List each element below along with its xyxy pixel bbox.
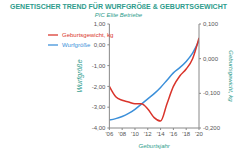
svg-text:'10: '10 [131,131,139,137]
svg-text:'16: '16 [169,131,177,137]
svg-text:-0,100: -0,100 [203,90,221,96]
svg-text:'06: '06 [105,131,113,137]
svg-text:'08: '08 [118,131,126,137]
html-text:PIC Elite Betriebe: PIC Elite Betriebe [94,12,143,18]
svg-text:Geburtsgewicht, kg: Geburtsgewicht, kg [228,50,229,102]
svg-text:'20: '20 [195,131,203,137]
svg-text:'18: '18 [182,131,190,137]
html-text:Geburtsgewicht, kg: Geburtsgewicht, kg [62,31,114,38]
svg-text:0,00: 0,00 [94,42,106,48]
svg-text:'12: '12 [144,131,152,137]
svg-text:-1,00: -1,00 [92,63,106,69]
svg-text:'14: '14 [157,131,165,137]
svg-text:Wurfgröße: Wurfgröße [76,59,84,92]
svg-text:0,100: 0,100 [203,21,219,27]
html-text:Wurfgröße: Wurfgröße [62,41,91,48]
svg-text:0,000: 0,000 [203,56,219,62]
svg-text:-2,00: -2,00 [92,84,106,90]
svg-text:Geburtsjahr: Geburtsjahr [139,143,171,149]
svg-text:-3,00: -3,00 [92,104,106,110]
svg-text:1,00: 1,00 [94,21,106,27]
svg-text:-4,00: -4,00 [92,125,106,131]
html-text:GENETISCHER TREND FÜR WURFGRÖß: GENETISCHER TREND FÜR WURFGRÖßE & GEBURT… [10,3,227,10]
svg-text:-0,200: -0,200 [203,125,221,131]
